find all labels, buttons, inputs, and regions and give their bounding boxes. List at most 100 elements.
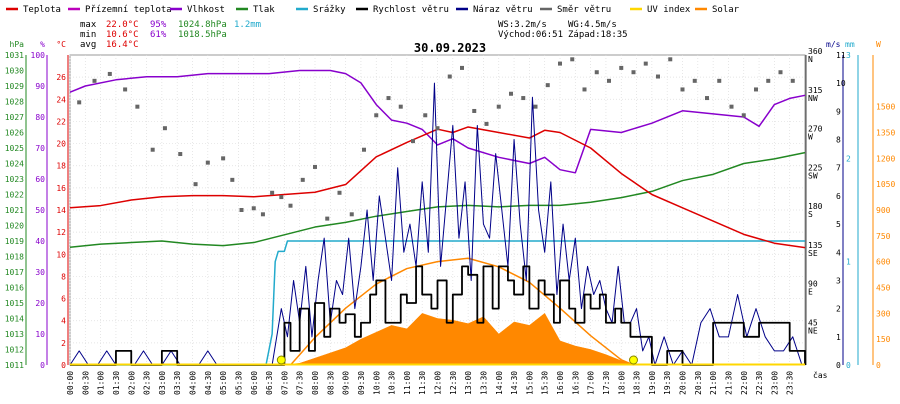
- x-tick-label: 00:00: [66, 371, 75, 395]
- direction-point: [766, 78, 771, 83]
- direction-point: [178, 152, 183, 157]
- solar-clear-sky-line: [289, 257, 634, 366]
- x-tick-label: 17:00: [587, 371, 596, 395]
- stat-value: 61%: [150, 30, 167, 40]
- direction-cardinal-label: SW: [808, 171, 818, 180]
- solar-area: [281, 312, 634, 366]
- x-tick-label: 11:00: [403, 371, 412, 395]
- x-tick-label: 02:00: [127, 371, 136, 395]
- x-tick-label: 07:00: [280, 371, 289, 395]
- pressure-tick-label: 1012: [5, 346, 24, 355]
- direction-cardinal-label: E: [808, 288, 813, 297]
- x-tick-label: 12:30: [449, 371, 458, 395]
- direction-point: [607, 78, 611, 83]
- wind-tick-label: 6: [836, 192, 841, 201]
- direction-point: [205, 160, 210, 165]
- wind-tick-label: 10: [836, 79, 846, 88]
- legend-label: Rychlost větru: [373, 5, 449, 15]
- stat-sunset: Západ:18:35: [568, 30, 628, 40]
- direction-point: [594, 70, 599, 75]
- direction-cardinal-label: NW: [808, 94, 818, 103]
- x-tick-label: 03:30: [173, 371, 182, 395]
- pressure-tick-label: 1031: [5, 51, 24, 60]
- pressure-tick-label: 1021: [5, 206, 24, 215]
- direction-cardinal-label: S: [808, 210, 813, 219]
- humidity-tick-label: 10: [35, 330, 45, 339]
- direction-point: [521, 96, 526, 101]
- rain-line: [70, 240, 805, 366]
- rain-tick-label: 0: [846, 361, 851, 370]
- stat-value: 22.0°C: [106, 20, 139, 30]
- direction-point: [692, 78, 697, 83]
- x-tick-label: 10:30: [388, 371, 397, 395]
- x-tick-label: 19:30: [663, 371, 672, 395]
- stats-block: max 22.0°C 95% 1024.8hPa 1.2mm min 10.6°C 61% 10…: [80, 20, 628, 50]
- direction-point: [447, 74, 452, 79]
- humidity-axis-label: %: [40, 40, 45, 49]
- stat-wind-speed: WS:3.2m/s: [498, 20, 547, 30]
- temperature-tick-label: 6: [61, 295, 66, 304]
- solar-tick-label: 1200: [876, 154, 895, 163]
- direction-point: [162, 126, 167, 131]
- solar-tick-label: 300: [876, 309, 891, 318]
- stat-value: min: [80, 30, 96, 40]
- pressure-tick-label: 1026: [5, 129, 24, 138]
- x-tick-label: 18:00: [617, 371, 626, 395]
- solar-tick-label: 0: [876, 361, 881, 370]
- temperature-axis-label: °C: [56, 40, 66, 49]
- direction-tick-label: 90: [808, 280, 818, 289]
- direction-point: [570, 57, 575, 62]
- pressure-tick-label: 1013: [5, 330, 24, 339]
- chart-title: 30.09.2023: [414, 41, 486, 55]
- legend-label: UV index: [647, 5, 691, 15]
- x-axis-label: čas: [813, 370, 828, 380]
- solar-tick-label: 1050: [876, 180, 895, 189]
- direction-point: [230, 177, 235, 182]
- axes: 00:00 00:30 01:00 01:30 02:00 02:30 03:00 03:30…: [5, 40, 896, 395]
- wind-tick-label: 2: [836, 305, 841, 314]
- stat-value: 95%: [150, 20, 167, 30]
- pressure-tick-label: 1025: [5, 144, 24, 153]
- direction-point: [260, 212, 265, 217]
- x-tick-label: 01:00: [97, 371, 106, 395]
- direction-point: [150, 147, 155, 152]
- pressure-line: [69, 151, 806, 248]
- direction-point: [362, 147, 366, 152]
- direction-point: [398, 104, 403, 109]
- direction-point: [717, 78, 722, 83]
- temperature-tick-label: 2: [61, 339, 66, 348]
- direction-point: [349, 212, 354, 217]
- x-tick-label: 21:00: [709, 371, 718, 395]
- stat-value: 1018.5hPa: [178, 30, 227, 40]
- direction-point: [778, 70, 783, 75]
- humidity-tick-label: 70: [35, 144, 45, 153]
- direction-point: [337, 190, 342, 195]
- temperature-tick-label: 8: [61, 272, 66, 281]
- stat-value: max: [80, 20, 97, 30]
- x-tick-label: 10:00: [372, 371, 381, 395]
- x-tick-label: 17:30: [602, 371, 611, 395]
- x-tick-label: 16:00: [556, 371, 565, 395]
- direction-point: [790, 78, 795, 83]
- temperature-tick-label: 16: [56, 184, 66, 193]
- direction-point: [411, 139, 415, 144]
- rain-tick-label: 1: [846, 258, 851, 267]
- wind-tick-label: 4: [836, 248, 841, 257]
- pressure-tick-label: 1014: [5, 315, 24, 324]
- wind-axis-label: m/s: [826, 40, 841, 49]
- direction-cardinal-label: W: [808, 133, 813, 142]
- x-tick-label: 06:30: [265, 371, 274, 395]
- legend-label: Srážky: [313, 5, 346, 15]
- wind-tick-label: 7: [836, 164, 841, 173]
- temperature-tick-label: 12: [56, 228, 66, 237]
- x-tick-label: 22:30: [755, 371, 764, 395]
- x-tick-label: 23:00: [770, 371, 779, 395]
- x-tick-label: 05:30: [234, 371, 243, 395]
- x-tick-label: 16:30: [571, 371, 580, 395]
- temperature-tick-label: 22: [56, 117, 66, 126]
- humidity-tick-label: 60: [35, 175, 45, 184]
- pressure-tick-label: 1018: [5, 253, 24, 262]
- direction-point: [668, 57, 673, 62]
- pressure-tick-label: 1019: [5, 237, 24, 246]
- stat-value: 10.6°C: [106, 30, 139, 40]
